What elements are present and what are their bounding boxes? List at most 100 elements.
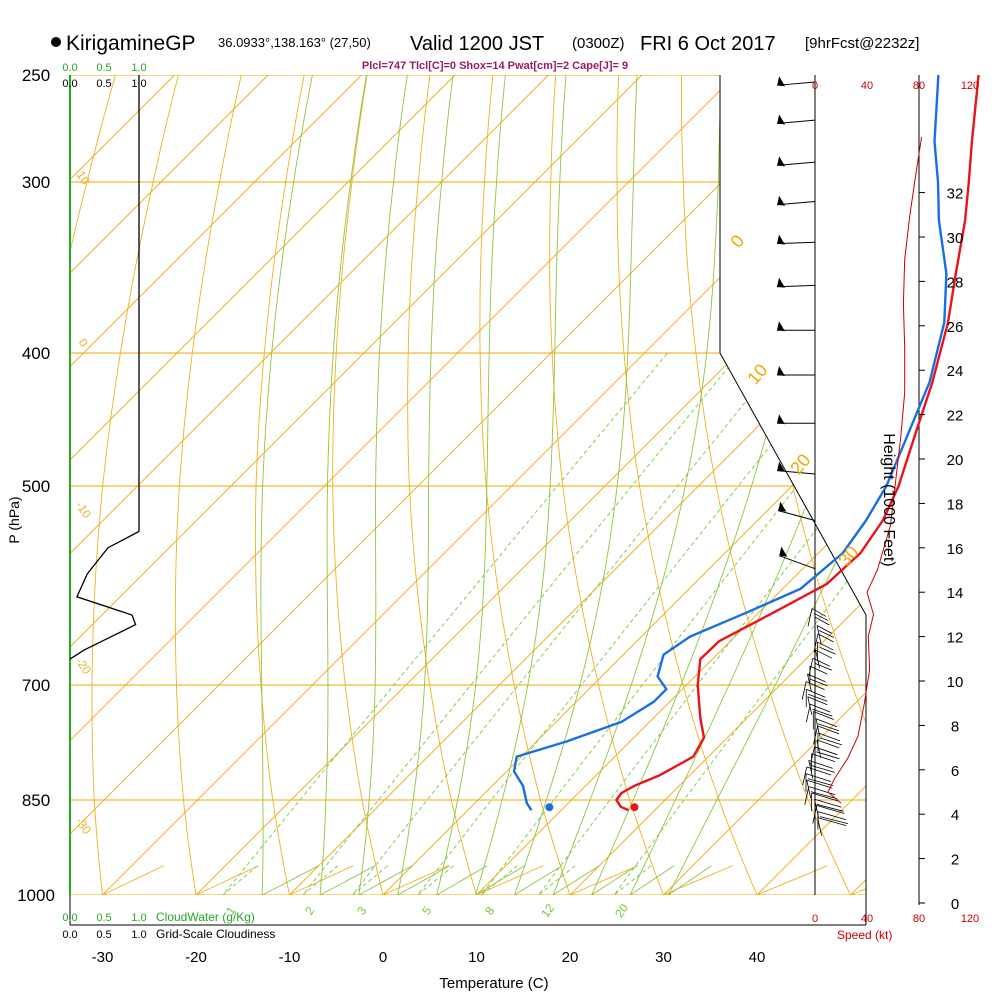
moist-adiabat-line (474, 75, 567, 895)
speed-tick-label-bottom: 80 (913, 913, 925, 925)
cloudwater-tick-label-bottom: 1.0 (131, 912, 146, 924)
cloudwater-tick-label-bottom: 0.5 (96, 912, 111, 924)
wind-barb-flag (777, 114, 786, 125)
wind-barb-feather (808, 693, 828, 702)
wind-barb-feather (807, 778, 834, 787)
wind-barb-feather (811, 753, 836, 763)
wind-barb-feather (808, 759, 833, 769)
cloudwater-tick-label-bottom: 0.0 (62, 912, 77, 924)
moist-adiabat-line (552, 75, 722, 895)
cloudiness-profile (69, 75, 140, 660)
isotherm-line (850, 75, 866, 895)
wind-barb-low (805, 688, 828, 708)
wind-barb-feather (812, 657, 831, 667)
wind-barb-feather (817, 725, 840, 735)
wind-barb-staff (801, 681, 807, 700)
wind-barb-feather (814, 616, 830, 626)
speed-tick-label-top: 80 (913, 80, 925, 92)
wind-barb-feather (819, 646, 836, 655)
wind-barb-flag (777, 76, 786, 87)
wind-barb (777, 76, 816, 87)
moist-adiabat-line (667, 75, 866, 895)
mixing-ratio-line (302, 352, 741, 895)
wind-barb-feather (810, 791, 837, 799)
temperature-tick-label: 30 (655, 949, 672, 966)
wind-barb (777, 234, 816, 245)
wind-barb-low (802, 766, 832, 786)
wind-barb-feather (817, 811, 847, 820)
wind-barb-feather (817, 817, 847, 826)
mixing-ratio-line (222, 352, 668, 895)
wind-barb-low (814, 616, 830, 636)
wind-barb-feather (813, 711, 834, 720)
wind-barb-feather (806, 688, 826, 698)
cloudiness-tick-label-top: 0.0 (62, 78, 77, 90)
wind-barb-feather (805, 681, 825, 690)
station-name: KirigamineGP (66, 32, 196, 55)
wind-barb-feather (806, 779, 833, 789)
cloudwater-tick-label-top: 1.0 (131, 62, 146, 74)
wind-barb-low (813, 725, 840, 744)
mixing-ratio-label: 20 (612, 901, 631, 920)
sounding-profiles (512, 74, 980, 812)
isotherm-label: 10 (743, 360, 771, 388)
temperature-line (615, 74, 980, 812)
isotherm-line (289, 75, 866, 895)
wind-barb-feather (811, 608, 827, 617)
height-tick-label: 8 (951, 718, 959, 735)
wind-barb-feather (808, 786, 835, 795)
wind-barb-feather (806, 766, 832, 776)
wind-barb-feather (818, 630, 835, 638)
isotherm-line (70, 75, 269, 895)
dry-adiabat-label: -30 (73, 815, 95, 838)
wind-barb (778, 501, 816, 521)
wind-barb-flag (779, 546, 788, 557)
surface-dewpoint-point (545, 803, 554, 812)
wind-barb-feather (814, 746, 838, 756)
pressure-tick-label: 400 (22, 344, 50, 363)
temperature-tick-label: -20 (185, 949, 207, 966)
cloudiness-tick-label-top: 1.0 (131, 78, 146, 90)
wind-barb-feather (817, 641, 834, 651)
temperature-tick-label: -30 (92, 949, 114, 966)
wind-barb-flag (777, 365, 785, 376)
forecast-label: [9hrFcst@2232z] (805, 35, 919, 52)
wind-barb-staff (806, 780, 812, 799)
isotherm-line (663, 75, 866, 895)
mixing-ratio-label: 5 (419, 904, 434, 918)
wind-barbs (777, 76, 849, 836)
cloudiness-line (69, 75, 140, 660)
wind-barb-feather (810, 764, 835, 773)
wind-barb-low (806, 779, 833, 799)
wind-barb-feather (812, 708, 833, 717)
wind-barb-low (817, 811, 849, 830)
pressure-tick-label: 250 (22, 66, 50, 85)
wind-barb-feather (815, 649, 833, 659)
surface-temperature-point (630, 803, 639, 812)
wind-barb-feather (814, 662, 832, 671)
wind-barb-feather (807, 673, 826, 683)
height-tick-label: 6 (951, 763, 959, 780)
dry-adiabat-line (332, 75, 449, 895)
wind-barb-staff (802, 766, 808, 786)
wind-barb-feather (817, 723, 840, 732)
height-tick-label: 32 (947, 186, 964, 203)
wind-barb-feather (810, 703, 831, 713)
mixing-ratio-label: 2 (302, 904, 317, 918)
cloudwater-tick-label-top: 0.5 (96, 62, 111, 74)
height-axis-label: Height (1000 Feet) (880, 433, 897, 566)
wind-barb-low (812, 711, 834, 730)
wind-barb-feather (819, 816, 849, 824)
dry-adiabat-line (657, 75, 866, 895)
wind-barb-feather (816, 739, 840, 749)
wind-barb-feather (809, 665, 828, 675)
wind-barb-feather (814, 798, 842, 808)
temperature-axis-label: Temperature (C) (439, 975, 548, 992)
pressure-tick-label: 700 (22, 676, 50, 695)
moist-adiabat-line (628, 75, 866, 895)
wind-barb-low (801, 681, 825, 700)
speed-tick-label-bottom: 40 (861, 913, 873, 925)
speed-tick-label-top: 120 (961, 80, 979, 92)
wind-barb-flag (777, 414, 785, 425)
speed-tick-label-bottom: 120 (961, 913, 979, 925)
